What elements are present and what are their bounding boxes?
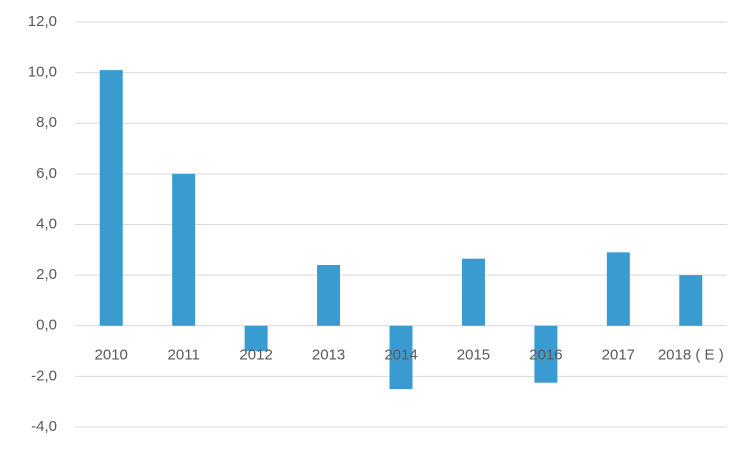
bar — [389, 325, 413, 390]
y-tick-label: 4,0 — [36, 215, 57, 232]
bar — [679, 275, 703, 326]
bar — [244, 325, 268, 352]
bar — [172, 173, 196, 326]
bar — [317, 265, 341, 326]
x-tick-label: 2018 ( E ) — [658, 347, 724, 364]
x-tick-label: 2015 — [457, 347, 490, 364]
y-tick-label: 6,0 — [36, 165, 57, 182]
x-tick-label: 2014 — [384, 347, 417, 364]
bar — [606, 252, 630, 326]
bar — [461, 258, 485, 326]
bar — [534, 325, 558, 383]
x-tick-label: 2017 — [602, 347, 635, 364]
x-tick-label: 2012 — [239, 347, 272, 364]
y-tick-label: 0,0 — [36, 317, 57, 334]
y-tick-label: 12,0 — [28, 13, 57, 30]
y-tick-label: 10,0 — [28, 64, 57, 81]
x-tick-label: 2010 — [95, 347, 128, 364]
y-tick-label: 2,0 — [36, 266, 57, 283]
x-tick-label: 2013 — [312, 347, 345, 364]
y-tick-label: -4,0 — [31, 418, 57, 435]
x-tick-label: 2011 — [168, 347, 200, 364]
y-tick-label: 8,0 — [36, 114, 57, 131]
bar — [99, 70, 123, 326]
y-tick-label: -2,0 — [31, 367, 57, 384]
x-tick-label: 2016 — [529, 347, 562, 364]
